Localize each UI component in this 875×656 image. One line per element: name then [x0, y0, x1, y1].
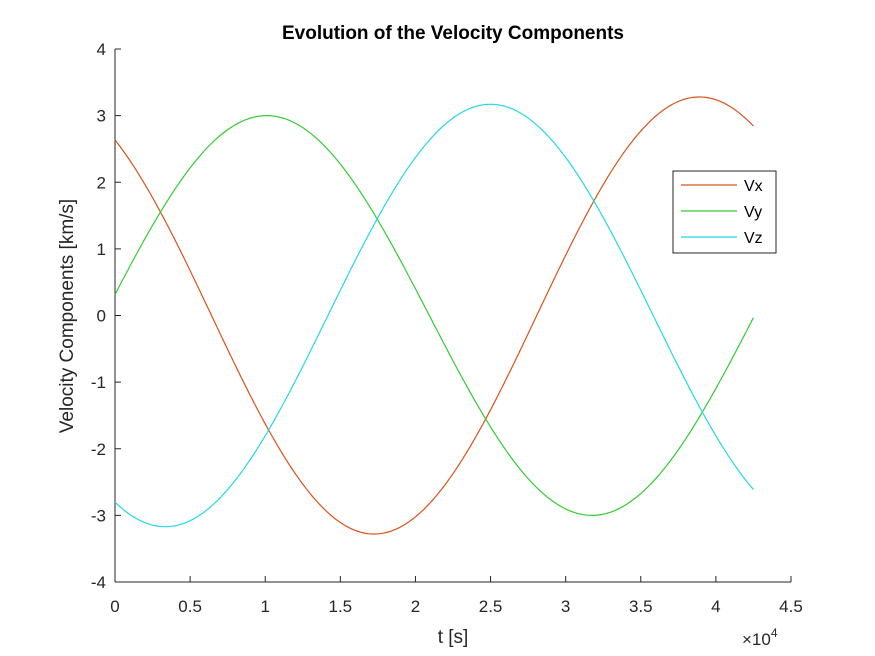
x-tick-label: 4.5 — [779, 597, 803, 616]
legend-label-vy: Vy — [744, 204, 762, 221]
x-tick-label: 1 — [260, 597, 269, 616]
legend-label-vx: Vx — [744, 178, 763, 195]
y-tick-label: -1 — [91, 373, 106, 392]
y-tick-label: -4 — [91, 573, 106, 592]
plot-area: 0 0.5 1 1.5 2 2.5 3 3.5 4 4.5 -4 -3 -2 -1 0 1 2 3 4 — [91, 40, 803, 616]
y-tick-label: 3 — [97, 107, 106, 126]
x-tick-label: 3 — [561, 597, 570, 616]
chart-title: Evolution of the Velocity Components — [282, 23, 624, 44]
x-tick-label: 0 — [110, 597, 119, 616]
y-tick-label: 2 — [97, 173, 106, 192]
x-tick-label: 2.5 — [479, 597, 503, 616]
y-tick-label: 1 — [97, 240, 106, 259]
series-line-vz — [114, 103, 754, 528]
y-tick-label: 4 — [97, 40, 106, 59]
legend-label-vz: Vz — [744, 230, 763, 247]
legend: Vx Vy Vz — [672, 170, 777, 254]
x-tick-label: 0.5 — [178, 597, 202, 616]
y-tick-label: 0 — [97, 307, 106, 326]
x-tick-label: 4 — [711, 597, 720, 616]
y-tick-label: -2 — [91, 440, 106, 459]
x-tick-label: 1.5 — [329, 597, 353, 616]
series-line-vx — [114, 96, 754, 535]
x-tick-label: 2 — [411, 597, 420, 616]
y-tick-label: -3 — [91, 506, 106, 525]
x-tick-label: 3.5 — [629, 597, 653, 616]
series-line-vy — [114, 115, 754, 516]
y-axis-title: Velocity Components [km/s] — [57, 199, 78, 433]
x-exponent-label: ×104 — [742, 626, 778, 649]
x-axis-title: t [s] — [438, 627, 469, 648]
